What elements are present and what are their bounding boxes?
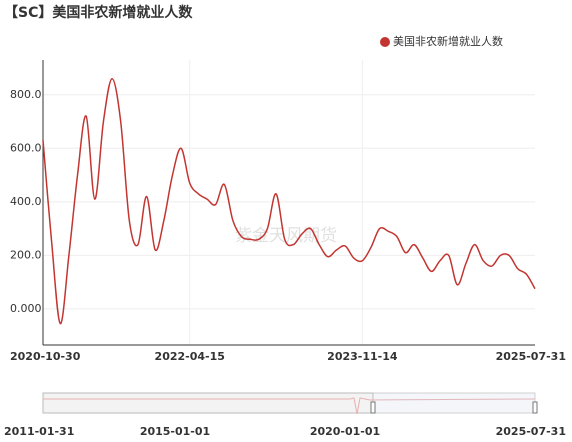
y-tick-label: 600.0 xyxy=(10,141,42,154)
slider-label: 2015-01-01 xyxy=(140,425,210,438)
slider-label: 2011-01-31 xyxy=(4,425,74,438)
watermark: 紫金天风期货 xyxy=(235,226,337,246)
x-tick-label: 2023-11-14 xyxy=(327,350,398,363)
x-tick-label: 2025-07-31 xyxy=(496,350,566,363)
slider-preview xyxy=(43,397,536,415)
y-tick-label: 200.0 xyxy=(10,248,42,261)
x-tick-label: 2022-04-15 xyxy=(155,350,225,363)
y-tick-label: 0.000 xyxy=(10,302,42,315)
legend-label: 美国非农新增就业人数 xyxy=(393,34,503,48)
slider-label: 2025-07-31 xyxy=(496,425,566,438)
slider-label: 2020-01-01 xyxy=(310,425,380,438)
slider-handle[interactable] xyxy=(532,401,538,414)
y-tick-label: 800.0 xyxy=(10,88,42,101)
slider-window[interactable] xyxy=(373,393,535,413)
slider-outside xyxy=(42,392,374,414)
legend-marker xyxy=(380,37,390,47)
y-tick-label: 400.0 xyxy=(10,195,42,208)
x-tick-label: 2020-10-30 xyxy=(10,350,81,363)
data-line xyxy=(42,77,536,325)
data-zoom-slider[interactable] xyxy=(42,392,538,415)
chart-title: 【SC】美国非农新增就业人数 xyxy=(4,4,193,21)
slider-handle[interactable] xyxy=(370,401,376,414)
